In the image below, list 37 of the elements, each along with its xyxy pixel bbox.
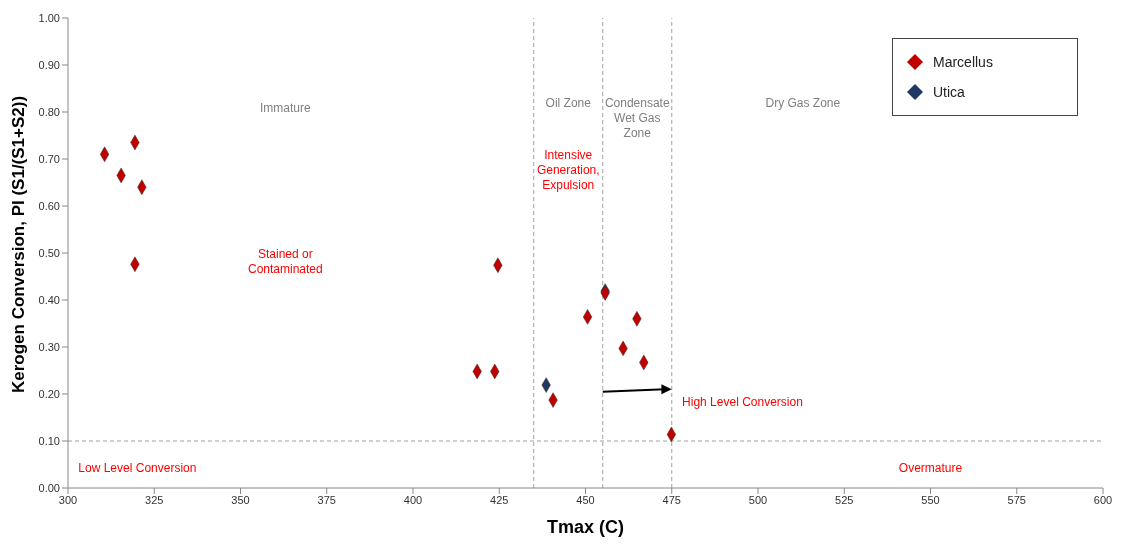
x-tick-label: 575 — [1007, 493, 1026, 506]
y-tick-label: 0.40 — [38, 293, 60, 306]
annotation: High Level Conversion — [682, 394, 803, 409]
y-tick-label: 0.20 — [38, 387, 60, 400]
x-tick-label: 550 — [921, 493, 940, 506]
y-tick-label: 1.00 — [38, 11, 60, 24]
x-axis-title: Tmax (C) — [546, 517, 625, 537]
x-tick-label: 600 — [1093, 493, 1113, 506]
x-tick-label: 475 — [662, 493, 681, 506]
annotation: Dry Gas Zone — [765, 96, 841, 111]
annotation: Low Level Conversion — [78, 460, 197, 475]
legend-label: Utica — [933, 84, 965, 100]
annotation: Condensate Wet Gas Zone — [604, 96, 670, 141]
x-tick-label: 400 — [403, 493, 423, 506]
x-tick-label: 450 — [576, 493, 595, 506]
y-tick-label: 0.70 — [38, 152, 60, 165]
y-tick-label: 0.30 — [38, 340, 60, 353]
annotation: Oil Zone — [545, 96, 592, 111]
x-tick-label: 350 — [231, 493, 250, 506]
x-tick-label: 375 — [317, 493, 336, 506]
annotation: Stained or Contaminated — [247, 246, 323, 276]
x-tick-label: 300 — [58, 493, 78, 506]
y-tick-label: 0.10 — [38, 434, 60, 447]
x-tick-label: 525 — [835, 493, 854, 506]
x-tick-label: 325 — [145, 493, 164, 506]
annotation: Immature — [260, 101, 312, 115]
y-tick-label: 0.00 — [38, 481, 60, 494]
y-tick-label: 0.80 — [38, 105, 60, 118]
y-axis-title: Kerogen Conversion, PI (S1/(S1+S2)) — [9, 95, 29, 393]
x-tick-label: 425 — [490, 493, 509, 506]
y-tick-label: 0.90 — [38, 58, 60, 71]
x-tick-label: 500 — [748, 493, 768, 506]
y-tick-label: 0.50 — [38, 246, 60, 259]
y-tick-label: 0.60 — [38, 199, 60, 212]
legend-label: Marcellus — [933, 54, 993, 70]
annotation: Overmature — [898, 460, 963, 475]
annotation: Intensive Generation, Expulsion — [536, 148, 600, 192]
